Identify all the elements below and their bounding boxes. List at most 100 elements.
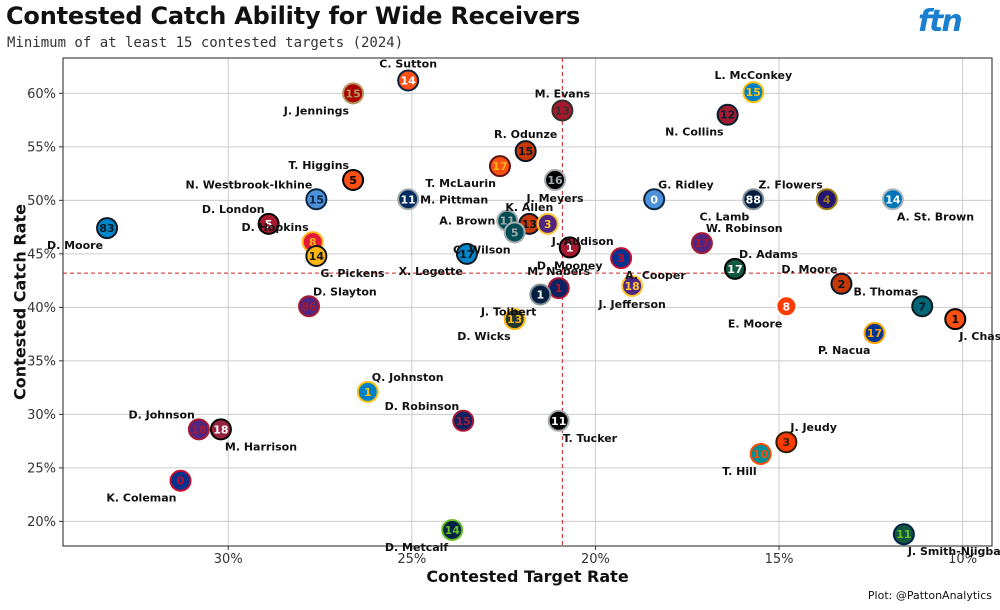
jersey-number: 17 [694,237,709,250]
player-point: 0 [169,469,192,492]
jersey-number: 1 [537,289,545,302]
jersey-number: 16 [547,174,563,187]
player-dot [441,518,464,541]
jersey-number: 88 [746,193,761,206]
player-label: B. Thomas [854,285,919,298]
reference-lines [63,58,992,546]
y-tick-label: 40% [27,301,56,316]
player-dot [503,221,526,244]
player-label: A. St. Brown [897,210,974,223]
player-point: 15 [514,140,537,163]
player-label: Q. Johnston [372,371,444,384]
y-tick-label: 35% [27,354,56,369]
player-label: D. Hopkins [241,221,309,234]
player-point: 1 [529,283,552,306]
player-point: 5 [342,169,365,191]
player-point: 17 [723,257,746,280]
player-point: 3 [775,431,798,454]
player-dot [547,409,570,432]
player-label: A. Cooper [625,269,686,282]
player-label: M. Nabers [527,265,590,278]
player-label: E. Moore [728,317,782,330]
player-label: A. Brown [439,215,495,228]
jersey-number: 86 [301,300,317,313]
player-point: 1 [547,277,570,300]
player-point: 0 [643,188,666,211]
player-dot [397,69,420,92]
player-dot [169,469,192,492]
jersey-number: 1 [555,282,563,295]
x-tick-label: 15% [765,552,794,567]
player-dot [723,257,746,280]
jersey-number: 3 [617,252,625,265]
jersey-number: 15 [345,87,360,100]
player-dot [892,523,915,546]
player-point: 15 [305,188,328,211]
player-point: 16 [544,169,567,191]
player-point: 3 [610,247,633,270]
jersey-number: 5 [265,218,273,231]
x-tick-label: 25% [397,552,426,567]
player-point: 11 [892,523,915,546]
y-tick-label: 20% [27,515,56,530]
player-label: J. Meyers [525,192,584,205]
jersey-number: 14 [885,193,901,206]
player-label: D. Mooney [537,259,603,272]
player-dot [643,188,666,211]
player-point: 83 [96,217,119,240]
jersey-number: 13 [522,218,537,231]
x-tick-label: 30% [214,552,243,567]
jersey-number: 18 [213,423,228,436]
player-dot [775,295,798,318]
player-dot [536,212,559,235]
plot-credit: Plot: @PattonAnalytics [867,589,992,602]
jersey-number: 18 [624,280,639,293]
jersey-number: 5 [349,174,357,187]
player-dot [209,418,232,441]
player-point: 18 [621,274,644,297]
jersey-number: 7 [918,300,926,313]
player-point: 86 [298,295,321,318]
jersey-number: 15 [518,145,533,158]
jersey-number: 15 [456,415,471,428]
player-dot [452,409,475,432]
player-dot [96,217,119,240]
jersey-number: 14 [309,250,325,263]
player-label: D. Johnson [128,408,194,421]
y-tick-label: 55% [27,140,56,155]
player-point: 10 [749,442,772,465]
player-label: T. Higgins [288,159,349,172]
player-label: D. Metcalf [385,541,449,554]
jersey-number: 13 [507,313,522,326]
player-label: M. Evans [535,87,591,100]
x-tick-label: 20% [581,552,610,567]
jersey-number: 11 [896,528,911,541]
player-point: 1 [944,308,967,331]
y-tick-label: 60% [27,87,56,102]
player-label: D. Robinson [385,400,460,413]
jersey-number: 2 [838,278,846,291]
player-label: J. Addison [551,235,614,248]
player-dot [881,188,904,211]
player-point: 15 [742,81,765,104]
player-point: 11 [547,409,570,432]
player-dot [187,418,210,441]
player-dot [488,155,511,178]
player-point: 88 [742,188,765,211]
player-label: J. Chase [958,330,1000,343]
jersey-number: 1 [951,313,959,326]
player-label: D. London [202,203,265,216]
jersey-number: 10 [753,448,769,461]
player-label: K. Allen [505,201,553,214]
jersey-number: 4 [823,193,831,206]
player-label: R. Odunze [494,128,557,141]
player-point: 7 [911,295,934,318]
player-label: W. Robinson [706,222,783,235]
player-point: 8 [775,295,798,318]
player-label: N. Collins [665,126,724,139]
y-tick-label: 45% [27,247,56,262]
player-point: 5 [257,212,280,235]
x-axis-ticks: 30% 25% 20% 15% 10% [214,546,977,567]
